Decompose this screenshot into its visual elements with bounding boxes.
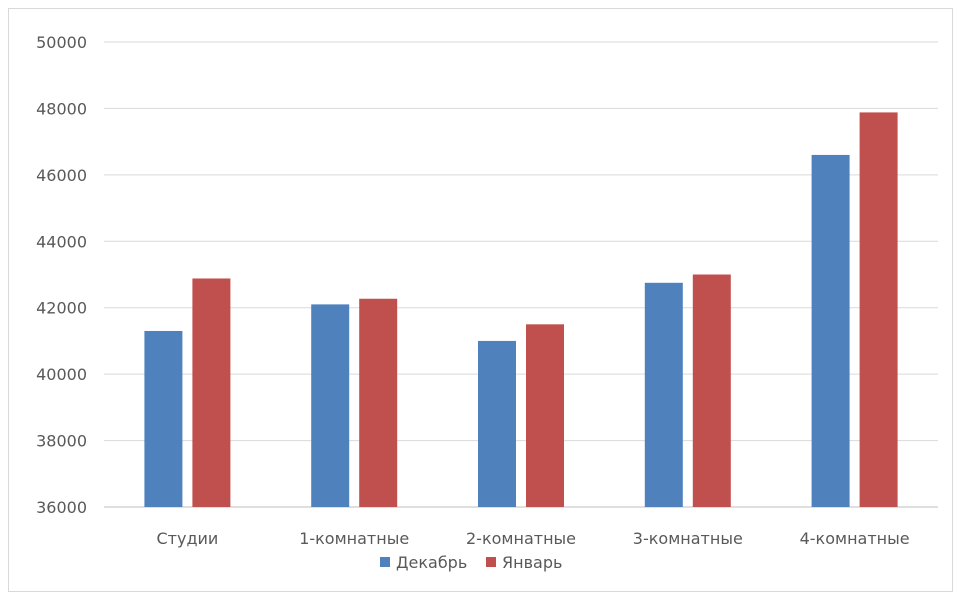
y-tick-label: 50000 [36, 33, 87, 52]
x-tick-label: 2-комнатные [466, 529, 576, 548]
bar-jan-3 [692, 274, 731, 507]
y-tick-label: 46000 [36, 166, 87, 185]
x-tick-label: Студии [156, 529, 218, 548]
y-tick-label: 40000 [36, 365, 87, 384]
bar-dec-4 [811, 154, 850, 507]
y-tick-label: 48000 [36, 99, 87, 118]
y-axis-ticks: 36000 38000 40000 42000 44000 46000 48000 50000 [36, 33, 87, 517]
x-tick-label: 4-комнатные [800, 529, 910, 548]
bar-dec-0 [144, 330, 183, 507]
x-tick-label: 3-комнатные [633, 529, 743, 548]
bar-jan-4 [859, 112, 898, 508]
bar-jan-2 [526, 324, 564, 507]
legend-label-0: Декабрь [396, 553, 467, 572]
bar-dec-2 [478, 340, 516, 507]
y-tick-label: 38000 [36, 432, 87, 451]
y-tick-label: 44000 [36, 232, 87, 251]
bar-jan-0 [192, 278, 231, 507]
bar-dec-1 [311, 304, 350, 507]
bar-jan-1 [359, 298, 398, 507]
legend-swatch-1 [486, 557, 496, 567]
x-tick-label: 1-комнатные [299, 529, 409, 548]
y-tick-label: 42000 [36, 299, 87, 318]
gridlines [104, 41, 938, 508]
bar-dec-3 [644, 282, 683, 507]
x-axis-labels: Студии 1-комнатные 2-комнатные 3-комнатные 4… [156, 529, 909, 548]
bars [144, 112, 898, 508]
legend-swatch-0 [380, 557, 390, 567]
legend-label-1: Январь [502, 553, 562, 572]
y-tick-label: 36000 [36, 498, 87, 517]
legend: Декабрь Январь [380, 553, 562, 572]
